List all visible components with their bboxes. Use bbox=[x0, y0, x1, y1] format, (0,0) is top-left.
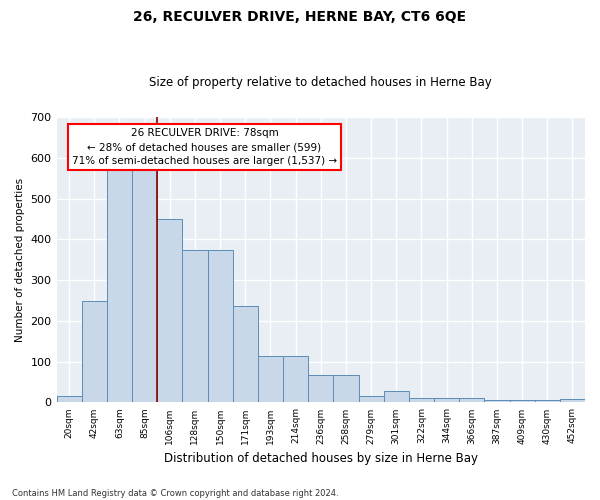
Bar bbox=[56, 396, 82, 402]
Y-axis label: Number of detached properties: Number of detached properties bbox=[15, 178, 25, 342]
Bar bbox=[107, 164, 132, 402]
Bar bbox=[283, 356, 308, 403]
Bar bbox=[383, 391, 409, 402]
Bar bbox=[459, 398, 484, 402]
Bar bbox=[560, 399, 585, 402]
Bar bbox=[334, 374, 359, 402]
Bar bbox=[308, 374, 334, 402]
Bar bbox=[82, 302, 107, 402]
Bar bbox=[409, 398, 434, 402]
Text: 26 RECULVER DRIVE: 78sqm
← 28% of detached houses are smaller (599)
71% of semi-: 26 RECULVER DRIVE: 78sqm ← 28% of detach… bbox=[72, 128, 337, 166]
Bar bbox=[233, 306, 258, 402]
Bar bbox=[182, 250, 208, 402]
Bar bbox=[208, 250, 233, 402]
Bar bbox=[258, 356, 283, 403]
Bar bbox=[434, 398, 459, 402]
Bar bbox=[484, 400, 509, 402]
Bar bbox=[157, 219, 182, 402]
X-axis label: Distribution of detached houses by size in Herne Bay: Distribution of detached houses by size … bbox=[164, 452, 478, 465]
Bar bbox=[509, 400, 535, 402]
Text: Contains HM Land Registry data © Crown copyright and database right 2024.: Contains HM Land Registry data © Crown c… bbox=[12, 488, 338, 498]
Bar bbox=[535, 400, 560, 402]
Text: 26, RECULVER DRIVE, HERNE BAY, CT6 6QE: 26, RECULVER DRIVE, HERNE BAY, CT6 6QE bbox=[133, 10, 467, 24]
Bar bbox=[132, 164, 157, 402]
Bar bbox=[359, 396, 383, 402]
Title: Size of property relative to detached houses in Herne Bay: Size of property relative to detached ho… bbox=[149, 76, 492, 90]
